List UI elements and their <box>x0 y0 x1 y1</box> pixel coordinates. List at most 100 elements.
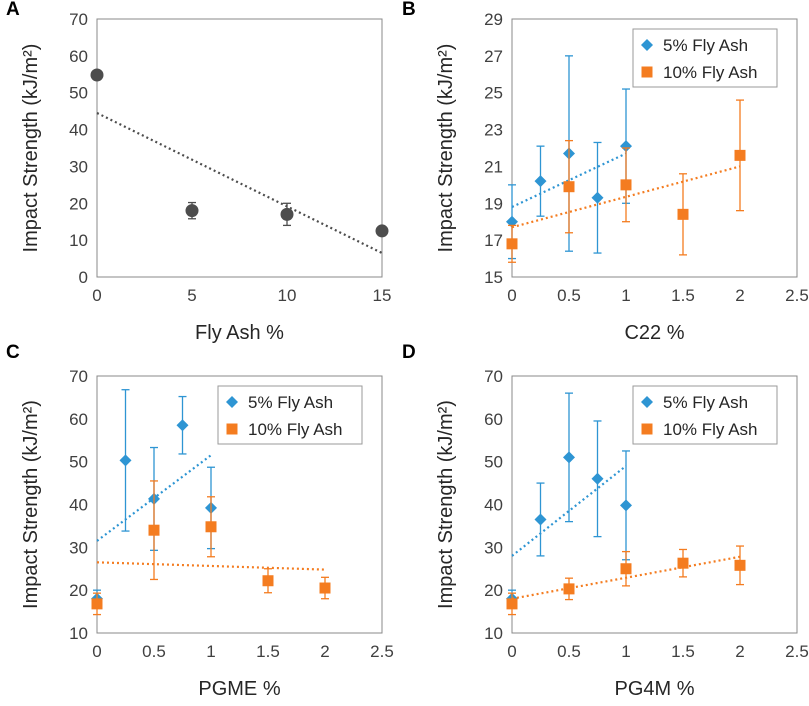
data-point <box>591 191 604 204</box>
series-2 <box>506 545 746 616</box>
trendline <box>511 152 627 208</box>
data-point <box>620 140 632 153</box>
chart-panel-d: 10 20 30 40 50 60 70 0 0.5 1 1.5 2 2.5 PG4M % Impact S… <box>402 342 809 700</box>
plot-frame <box>511 375 798 634</box>
x-axis-label: Fly Ash % <box>195 322 284 344</box>
y-tick-label: 40 <box>69 121 88 140</box>
x-axis-label: C22 % <box>624 322 684 344</box>
trendline <box>511 465 627 557</box>
data-point <box>620 499 632 512</box>
legend-label: 10% Fly Ash <box>663 420 758 439</box>
y-tick-label: 50 <box>69 453 88 472</box>
legend-label: 5% Fly Ash <box>248 393 333 412</box>
plot-frame <box>96 18 383 278</box>
x-tick-label: 1.5 <box>671 286 695 305</box>
data-point <box>677 208 689 220</box>
data-point <box>319 582 331 594</box>
data-point <box>563 181 575 193</box>
x-axis-label: PGME % <box>198 678 280 700</box>
y-tick-label: 15 <box>484 268 503 287</box>
x-tick-label: 2.5 <box>370 642 394 661</box>
data-point <box>176 419 189 432</box>
legend: 5% Fly Ash 10% Fly Ash <box>217 385 363 445</box>
data-point <box>734 149 746 161</box>
y-tick-label: 29 <box>484 10 503 29</box>
legend: 5% Fly Ash 10% Fly Ash <box>632 385 778 445</box>
data-point <box>280 207 294 221</box>
data-point <box>591 472 604 485</box>
panel-letter: A <box>6 0 20 20</box>
data-point <box>563 451 575 464</box>
x-tick-label: 15 <box>373 286 392 305</box>
x-axis-label: PG4M % <box>614 678 694 700</box>
data-point <box>563 583 575 595</box>
trendline <box>96 111 383 255</box>
series-1 <box>90 68 389 255</box>
legend-box <box>217 385 363 445</box>
legend-label: 5% Fly Ash <box>663 36 748 55</box>
y-tick-label: 19 <box>484 194 503 213</box>
legend-box <box>632 385 778 445</box>
y-tick-label: 40 <box>484 496 503 515</box>
y-axis-label: Impact Strength (kJ/m²) <box>20 44 42 253</box>
x-tick-label: 0 <box>92 286 101 305</box>
data-point <box>506 598 518 610</box>
y-tick-label: 20 <box>484 581 503 600</box>
panel-letter: D <box>402 342 416 363</box>
y-tick-label: 0 <box>79 268 88 287</box>
data-point <box>506 238 518 250</box>
x-tick-label: 2.5 <box>785 642 809 661</box>
y-axis-label: Impact Strength (kJ/m²) <box>435 400 457 609</box>
trendline <box>96 561 326 571</box>
y-tick-label: 60 <box>69 410 88 429</box>
x-tick-label: 0 <box>507 642 516 661</box>
x-tick-label: 0 <box>507 286 516 305</box>
y-tick-label: 30 <box>69 157 88 176</box>
data-point <box>91 598 103 610</box>
y-tick-label: 23 <box>484 121 503 140</box>
y-axis-label: Impact Strength (kJ/m²) <box>435 44 457 253</box>
panel-letter: B <box>402 0 416 20</box>
x-tick-label: 1.5 <box>256 642 280 661</box>
y-axis-label: Impact Strength (kJ/m²) <box>20 400 42 609</box>
legend-box <box>632 28 778 88</box>
y-tick-label: 50 <box>484 453 503 472</box>
panel-letter: C <box>6 342 20 363</box>
y-tick-label: 21 <box>484 157 503 176</box>
data-point <box>534 175 547 188</box>
series-2 <box>506 99 746 263</box>
y-tick-label: 20 <box>69 194 88 213</box>
data-point <box>119 454 132 467</box>
x-tick-label: 0 <box>92 642 101 661</box>
data-point <box>205 521 217 533</box>
x-tick-label: 0.5 <box>557 642 581 661</box>
x-tick-label: 0.5 <box>142 642 166 661</box>
series-2 <box>91 480 331 616</box>
data-point <box>534 513 547 526</box>
y-tick-label: 40 <box>69 496 88 515</box>
x-tick-label: 10 <box>278 286 297 305</box>
y-tick-label: 27 <box>484 47 503 66</box>
x-tick-label: 1 <box>206 642 215 661</box>
y-tick-label: 17 <box>484 231 503 250</box>
data-point <box>185 204 199 218</box>
trendline <box>511 165 741 229</box>
x-tick-label: 1.5 <box>671 642 695 661</box>
y-tick-label: 70 <box>69 367 88 386</box>
y-tick-label: 20 <box>69 581 88 600</box>
series-1 <box>506 392 632 608</box>
chart-panel-a: 0 10 20 30 40 50 60 70 0 5 10 15 Fly Ash % Impact Str… <box>6 0 391 344</box>
x-tick-label: 1 <box>621 286 630 305</box>
data-point <box>262 575 274 587</box>
y-tick-label: 70 <box>484 367 503 386</box>
legend: 5% Fly Ash 10% Fly Ash <box>632 28 778 88</box>
legend-label: 5% Fly Ash <box>663 393 748 412</box>
plot-frame <box>96 375 383 634</box>
y-tick-label: 10 <box>484 624 503 643</box>
data-point <box>677 557 689 569</box>
x-tick-label: 2.5 <box>785 286 809 305</box>
y-tick-label: 30 <box>69 538 88 557</box>
legend-marker <box>641 66 653 78</box>
legend-marker <box>226 423 238 435</box>
